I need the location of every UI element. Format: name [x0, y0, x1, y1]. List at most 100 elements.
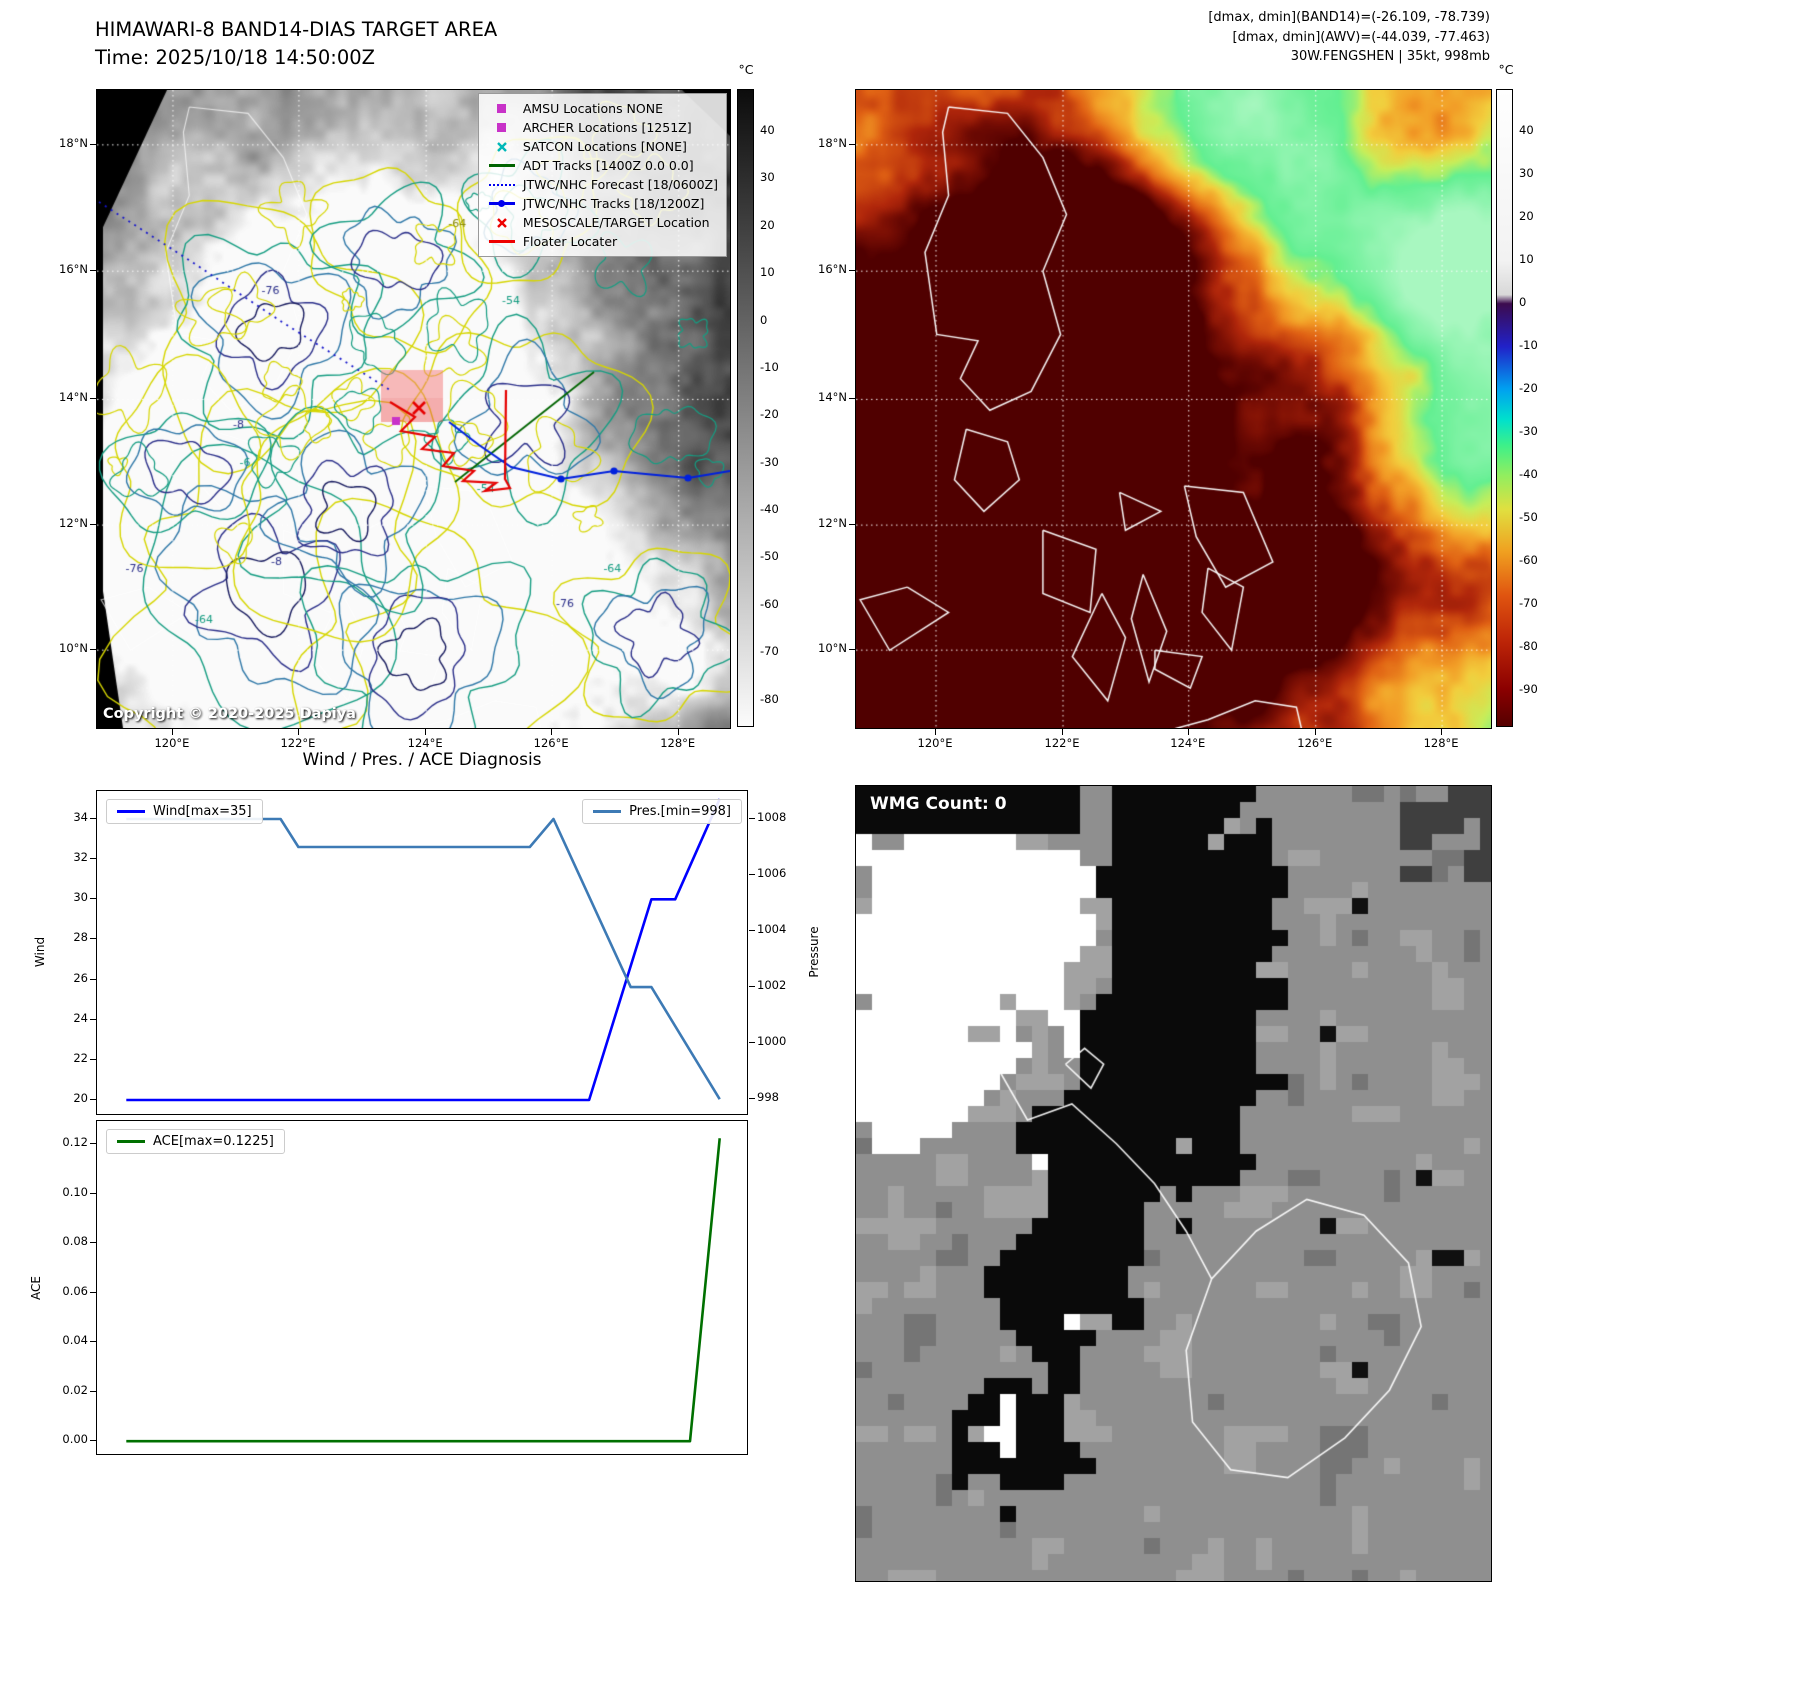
- awv-colorbar-unit: °C: [1498, 62, 1514, 77]
- lon-tick-label: 120°E: [917, 736, 953, 750]
- colorbar-tick-label: -60: [760, 596, 779, 611]
- legend-item: JTWC/NHC Forecast [18/0600Z]: [487, 175, 718, 194]
- lat-tick-label: 16°N: [59, 262, 88, 277]
- y-tick-label: 30: [73, 890, 88, 905]
- colorbar-tick-label: -50: [1519, 510, 1538, 525]
- band14-map: AMSU Locations NONE ARCHER Locations [125…: [96, 89, 731, 729]
- lat-tick-label: 14°N: [818, 390, 847, 405]
- axis-tick-mark: [90, 1440, 96, 1442]
- colorbar-tick-label: 30: [760, 170, 775, 185]
- legend-item: Floater Locater: [487, 232, 718, 251]
- band14-time: Time: 2025/10/18 14:50:00Z: [95, 46, 376, 69]
- wind-pressure-chart: [96, 790, 748, 1115]
- colorbar-tick-label: 30: [1519, 166, 1534, 181]
- colorbar-tick-label: -10: [760, 359, 779, 374]
- lat-tick-label: 12°N: [818, 516, 847, 531]
- awv-info-line: 30W.FENGSHEN | 35kt, 998mb: [1290, 49, 1490, 64]
- dotted-marker-icon: [487, 179, 517, 191]
- axis-tick-mark: [90, 1098, 96, 1100]
- legend-item: ARCHER Locations [1251Z]: [487, 118, 718, 137]
- awv-info-block: [dmax, dmin](BAND14)=(-26.109, -78.739) …: [1208, 8, 1490, 67]
- axis-tick-mark: [90, 858, 96, 860]
- diagnosis-title: Wind / Pres. / ACE Diagnosis: [302, 750, 542, 770]
- colorbar-tick-label: -40: [760, 502, 779, 517]
- axis-tick-mark: [849, 398, 855, 400]
- series-line-1: [126, 817, 721, 1100]
- colorbar-tick-label: 40: [1519, 123, 1534, 138]
- y-tick-label: 1008: [757, 810, 787, 825]
- colorbar-tick-label: -80: [1519, 639, 1538, 653]
- axis-tick-mark: [90, 1018, 96, 1020]
- y-tick-label: 998: [757, 1090, 779, 1105]
- colorbar-tick-label: 10: [760, 265, 775, 280]
- axis-tick-mark: [90, 818, 96, 820]
- axis-tick-mark: [90, 978, 96, 980]
- legend-item: JTWC/NHC Tracks [18/1200Z]: [487, 194, 718, 213]
- square-marker-icon: [487, 122, 517, 134]
- lat-tick-label: 16°N: [818, 262, 847, 277]
- axis-tick-mark: [749, 818, 755, 820]
- y-tick-label: 28: [73, 930, 88, 945]
- series-line-0: [126, 798, 721, 1102]
- colorbar-tick-label: -30: [760, 454, 779, 469]
- axis-tick-mark: [90, 649, 96, 651]
- colorbar-tick-label: -90: [1519, 681, 1538, 696]
- axis-tick-mark: [849, 649, 855, 651]
- y-tick-label: 20: [73, 1090, 88, 1105]
- colorbar-tick-label: -70: [1519, 596, 1538, 610]
- lat-tick-label: 18°N: [818, 135, 847, 150]
- x-marker-icon: [487, 217, 517, 229]
- axis-tick-mark: [749, 930, 755, 932]
- square-marker-icon: [487, 103, 517, 115]
- lon-tick-label: 122°E: [1044, 736, 1080, 750]
- chart-legend: ACE[max=0.1225]: [106, 1129, 285, 1154]
- awv-colorbar: [1496, 89, 1513, 727]
- axis-tick-mark: [90, 1291, 96, 1293]
- lat-tick-label: 10°N: [818, 641, 847, 656]
- chart-legend-label: Pres.[min=998]: [629, 804, 731, 819]
- axis-tick-mark: [935, 729, 936, 735]
- colorbar-tick-label: -70: [760, 644, 779, 659]
- legend-item: AMSU Locations NONE: [487, 99, 718, 118]
- y-tick-label: 22: [73, 1050, 88, 1065]
- legend-item-label: Floater Locater: [522, 234, 618, 249]
- axis-tick-mark: [749, 986, 755, 988]
- axis-tick-mark: [90, 1058, 96, 1060]
- axis-tick-mark: [749, 1042, 755, 1044]
- lon-tick-label: 124°E: [1170, 736, 1206, 750]
- ace-axis-label: ACE: [29, 1276, 43, 1300]
- lat-tick-label: 10°N: [59, 641, 88, 656]
- y-tick-label: 0.02: [62, 1382, 88, 1397]
- colorbar-tick-label: -40: [1519, 467, 1538, 482]
- lon-tick-label: 128°E: [660, 736, 696, 750]
- axis-tick-mark: [1314, 729, 1316, 735]
- lon-tick-label: 124°E: [407, 736, 443, 750]
- axis-tick-mark: [1062, 729, 1063, 735]
- awv-info-line: [dmax, dmin](AWV)=(-44.039, -77.463): [1232, 29, 1490, 45]
- legend-item-label: JTWC/NHC Forecast [18/0600Z]: [522, 177, 718, 192]
- band14-title: HIMAWARI-8 BAND14-DIAS TARGET AREA: [95, 18, 498, 41]
- line-marker-icon: [487, 160, 517, 172]
- band14-colorbar: [737, 89, 754, 727]
- lon-tick-label: 128°E: [1423, 736, 1459, 750]
- y-tick-label: 0.10: [62, 1184, 88, 1199]
- chart-legend-label: Wind[max=35]: [153, 804, 252, 819]
- y-tick-label: 1004: [757, 922, 787, 937]
- y-tick-label: 0.00: [62, 1432, 88, 1447]
- band14-title-block: HIMAWARI-8 BAND14-DIAS TARGET AREA Time:…: [95, 16, 497, 72]
- axis-tick-mark: [90, 398, 96, 400]
- colorbar-tick-label: -80: [760, 691, 779, 706]
- chart-legend-label: ACE[max=0.1225]: [153, 1134, 274, 1149]
- axis-tick-mark: [849, 143, 855, 145]
- axis-tick-mark: [171, 729, 173, 735]
- colorbar-tick-label: -10: [1519, 338, 1538, 353]
- axis-tick-mark: [90, 524, 96, 526]
- chart-plot-area: [126, 1138, 721, 1443]
- colorbar-tick-label: -60: [1519, 553, 1538, 568]
- lon-tick-label: 120°E: [154, 736, 190, 750]
- colorbar-tick-label: -30: [1519, 424, 1538, 439]
- legend-line-icon: [117, 1140, 145, 1143]
- band14-legend: AMSU Locations NONE ARCHER Locations [125…: [477, 93, 727, 257]
- colorbar-tick-label: -20: [1519, 381, 1538, 396]
